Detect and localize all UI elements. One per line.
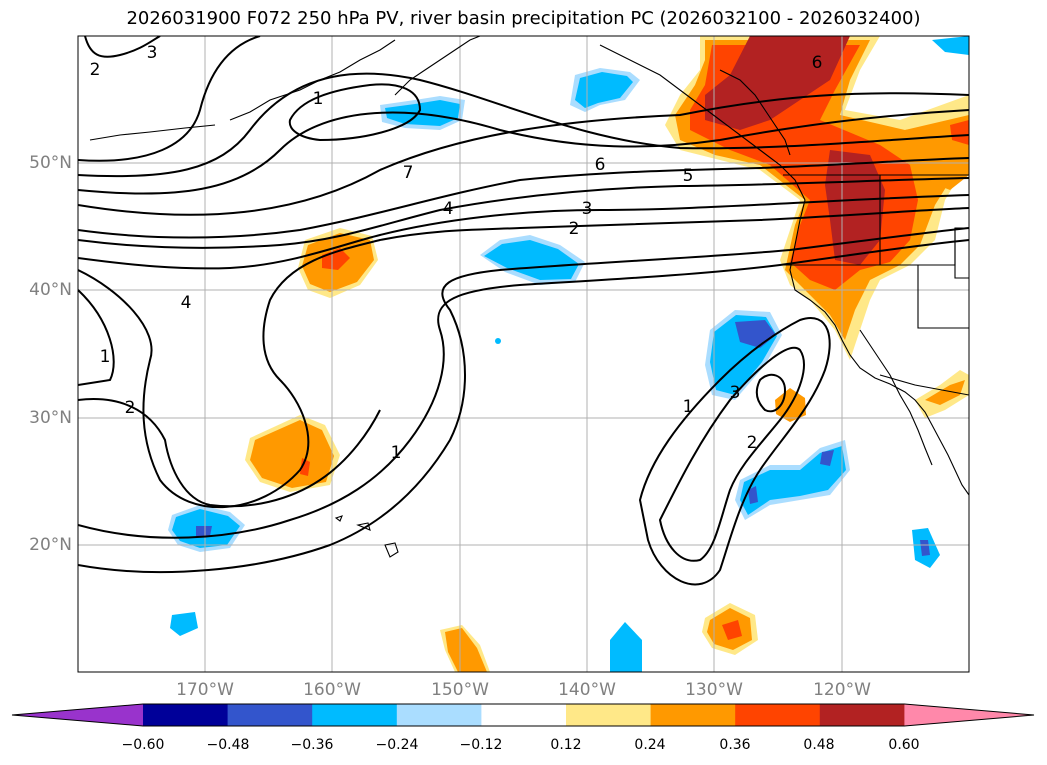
colorbar-tick-label: −0.60: [121, 737, 165, 753]
colorbar-tick-label: 0.36: [719, 737, 751, 753]
gridlines: [78, 36, 969, 672]
colorbar-tick-label: −0.36: [290, 737, 334, 753]
contour-label: 1: [391, 443, 402, 463]
negative-anomaly-25n: [740, 446, 846, 515]
colorbar-tick-label: 0.12: [550, 737, 582, 753]
contour-label: 7: [403, 163, 414, 183]
colorbar-tick-label: 0.24: [634, 737, 666, 753]
colorbar-tick-label: −0.24: [375, 737, 419, 753]
contour-label: 1: [100, 347, 111, 367]
contour-label: 3: [730, 383, 741, 403]
negative-anomaly-baja-south-core: [920, 540, 930, 556]
colorbar-outline: [11, 703, 1035, 727]
colorbar-segment: [566, 704, 652, 726]
lon-label: 170°W: [176, 680, 234, 700]
colorbar-segment: [143, 704, 229, 726]
negative-anomaly-43n: [484, 240, 579, 280]
contour-label: 1: [313, 89, 324, 109]
negative-anomaly-13n: [170, 612, 198, 636]
positive-anomaly-048-south: [825, 150, 885, 265]
colorbar-tick-label: −0.48: [206, 737, 250, 753]
negative-anomaly-56n: [575, 72, 633, 108]
negative-anomaly-25n-core: [820, 450, 834, 466]
positive-anomaly-inland-core: [950, 120, 969, 145]
contour-label: 3: [147, 43, 158, 63]
colorbar-segment: [312, 704, 398, 726]
pv-contours: [78, 36, 969, 586]
positive-anomaly-27n: [250, 420, 334, 488]
plot-frame: [77, 35, 970, 673]
contour-label: 4: [181, 293, 192, 313]
contour-label-group: 7 6 5 4 3 2 1 3 4 1 2 2 1 3 2 1 6: [90, 43, 823, 463]
colorbar-extend-max: [904, 704, 1034, 726]
colorbar-segment: [396, 704, 482, 726]
positive-anomaly-13n-core: [722, 620, 742, 640]
negative-anomaly-ne: [932, 36, 969, 55]
negative-anomaly-dot: [495, 338, 501, 344]
contour-label: 2: [125, 398, 136, 418]
negative-anomaly-25n-core2: [748, 486, 758, 504]
colorbar-extend-min: [12, 704, 143, 726]
lon-label: 120°W: [813, 680, 871, 700]
contour-label: 2: [569, 219, 580, 239]
positive-anomaly-12n: [445, 628, 487, 672]
lat-label: 40°N: [29, 280, 72, 300]
lat-label: 30°N: [29, 408, 72, 428]
colorbar: [11, 703, 1035, 727]
colorbar-tick-label: 0.48: [803, 737, 835, 753]
colorbar-segment: [650, 704, 736, 726]
map-title: 2026031900 F072 250 hPa PV, river basin …: [126, 8, 921, 29]
positive-anomaly-048-north: [705, 36, 850, 130]
negative-anomaly-21n-core: [196, 526, 212, 536]
contour-label: 6: [595, 155, 606, 175]
lat-label: 50°N: [29, 153, 72, 173]
contour-label: 2: [90, 60, 101, 80]
lat-label: 20°N: [29, 535, 72, 555]
colorbar-tick-label: 0.60: [888, 737, 920, 753]
colorbar-segment: [735, 704, 821, 726]
contour-label: 5: [683, 166, 694, 186]
positive-anomaly-27n-core: [300, 458, 310, 476]
contour-label: 4: [443, 199, 454, 219]
lon-label: 130°W: [685, 680, 743, 700]
lon-label: 150°W: [431, 680, 489, 700]
colorbar-segment: [481, 704, 567, 726]
contour-label: 6: [812, 53, 823, 73]
positive-anomaly-baja: [925, 380, 965, 405]
colorbar-tick-label: −0.12: [459, 737, 503, 753]
contour-label: 2: [747, 433, 758, 453]
contour-label: 3: [582, 199, 593, 219]
contour-label: 1: [683, 397, 694, 417]
colorbar-segment: [227, 704, 313, 726]
lon-label: 160°W: [303, 680, 361, 700]
negative-anomaly-54n: [385, 100, 460, 126]
colorbar-segment: [819, 704, 905, 726]
lon-label: 140°W: [558, 680, 616, 700]
negative-anomaly-11n: [610, 622, 642, 672]
